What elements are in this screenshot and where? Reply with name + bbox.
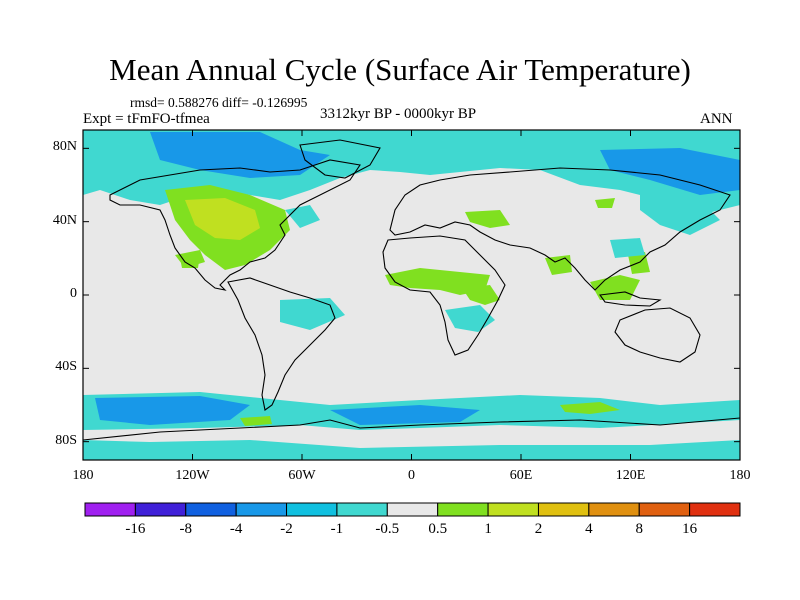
- asia-cool: [610, 238, 645, 258]
- lat-tick-label: 80S: [55, 432, 77, 448]
- stats-text: rmsd= 0.588276 diff= -0.126995: [130, 95, 308, 110]
- colorbar-label: 1: [484, 521, 492, 537]
- coast-africa: [382, 235, 506, 356]
- arctic-deep-anomaly: [150, 132, 330, 178]
- coast-greenland: [299, 139, 381, 179]
- colorbar-label: -1: [330, 521, 344, 537]
- map-field: [83, 130, 740, 460]
- coastlines: [82, 139, 741, 441]
- southern-ocean-deep: [95, 396, 250, 425]
- colorbar-swatch: [84, 502, 136, 517]
- colorbar-swatch: [487, 502, 539, 517]
- season-label: ANN: [700, 111, 733, 127]
- north-america-warmer: [185, 198, 260, 240]
- period-label: 3312kyr BP - 0000kyr BP: [320, 106, 477, 122]
- colorbar-swatch: [537, 502, 590, 517]
- coast-south-america: [227, 277, 336, 411]
- asia-warm: [595, 198, 615, 208]
- pacific-warm: [180, 255, 200, 268]
- coast-eurasia: [389, 167, 731, 291]
- colorbar-swatch: [386, 502, 439, 517]
- colorbar-label: 8: [635, 521, 643, 537]
- colorbar-swatch: [336, 502, 388, 517]
- east-africa-warm: [462, 285, 500, 305]
- colorbar-swatch: [286, 502, 338, 517]
- lon-tick-label: 180: [729, 468, 751, 483]
- axis-ticks: [82, 130, 741, 460]
- pacific-cool: [280, 298, 345, 330]
- colorbar-swatch: [437, 502, 489, 517]
- antarctic-warm-2: [240, 416, 272, 426]
- arctic-deep-anomaly-2: [600, 148, 740, 195]
- mideast-warm: [465, 210, 510, 228]
- lon-tick-label: 60E: [509, 468, 533, 483]
- colorbar-label: 2: [534, 521, 543, 537]
- colorbar-swatch: [185, 502, 237, 517]
- plot-title: Mean Annual Cycle (Surface Air Temperatu…: [109, 52, 691, 87]
- colorbar-swatch: [588, 502, 640, 517]
- colorbar-label: -8: [179, 521, 193, 537]
- lon-tick-label: 120E: [615, 468, 646, 483]
- coast-north-america: [109, 159, 361, 291]
- colorbar-label: -2: [280, 521, 293, 537]
- antarctic-warm: [560, 402, 620, 414]
- colorbar-label: 0.5: [428, 521, 448, 537]
- seasia-warm: [590, 275, 640, 300]
- africa-cool: [445, 305, 495, 332]
- lat-tick-label: 0: [70, 286, 77, 301]
- lon-tick-label: 0: [408, 468, 415, 483]
- colorbar: [84, 502, 741, 517]
- colorbar-label: -16: [125, 521, 146, 537]
- lon-tick-label: 120W: [175, 468, 210, 483]
- lat-tick-label: 40S: [55, 359, 77, 375]
- colorbar-swatch: [689, 502, 741, 517]
- coast-australia: [614, 307, 701, 363]
- colorbar-swatch: [235, 502, 288, 517]
- coast-indonesia: [599, 291, 662, 307]
- colorbar-label: 16: [682, 521, 698, 537]
- antarctic-neutral: [83, 420, 740, 448]
- colorbar-swatch: [134, 502, 187, 517]
- colorbar-label: -4: [229, 521, 243, 537]
- lat-tick-label: 80N: [52, 139, 77, 155]
- experiment-label: Expt = tFmFO-tfmea: [83, 111, 210, 127]
- lat-tick-label: 40N: [52, 212, 77, 228]
- colorbar-label: -0.5: [375, 521, 400, 537]
- coast-antarctica: [82, 417, 741, 441]
- lon-tick-label: 180: [72, 468, 94, 483]
- colorbar-label: 4: [585, 521, 593, 537]
- lon-tick-label: 60W: [288, 468, 316, 483]
- southern-ocean-deep-2: [330, 405, 480, 425]
- siberia-anomaly: [640, 190, 720, 235]
- colorbar-swatch: [638, 502, 691, 517]
